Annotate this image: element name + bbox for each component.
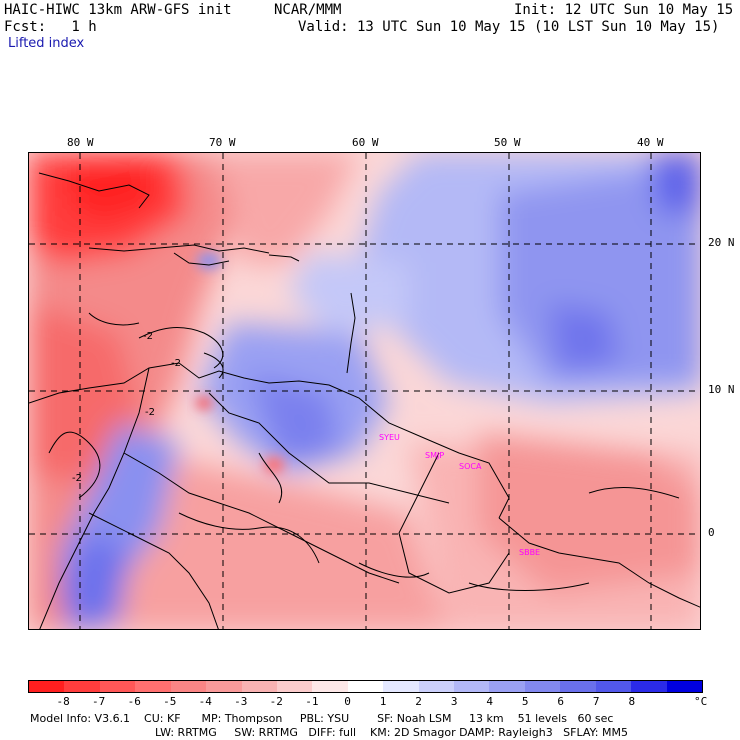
colorbar-segment bbox=[560, 681, 596, 692]
colorbar-tick-label: 5 bbox=[521, 695, 529, 708]
colorbar-segment bbox=[29, 681, 65, 692]
colorbar-tick-label: -1 bbox=[305, 695, 319, 708]
colorbar-segment bbox=[206, 681, 242, 692]
colorbar-segment bbox=[135, 681, 171, 692]
colorbar-segment bbox=[595, 681, 632, 692]
contour-label: -2 bbox=[145, 407, 155, 418]
field-name: Lifted index bbox=[8, 36, 85, 51]
colorbar-segment bbox=[99, 681, 136, 692]
contour-label: -2 bbox=[72, 473, 82, 484]
lat-label-20n: 20 N bbox=[708, 236, 735, 249]
lon-label-50w: 50 W bbox=[494, 136, 521, 149]
station-label-sbbe: SBBE bbox=[519, 548, 540, 557]
station-label-smjp: SMJP bbox=[425, 451, 444, 460]
lat-lon-grid bbox=[29, 153, 700, 629]
station-label-soca: SOCA bbox=[459, 462, 482, 471]
contour-label: -2 bbox=[143, 331, 153, 342]
colorbar-segment bbox=[170, 681, 207, 692]
colorbar-tick-label: 6 bbox=[557, 695, 565, 708]
lon-label-80w: 80 W bbox=[67, 136, 94, 149]
forecast-hour: Fcst: 1 h bbox=[4, 19, 97, 35]
colorbar-segment bbox=[631, 681, 667, 692]
valid-time: Valid: 13 UTC Sun 10 May 15 (10 LST Sun … bbox=[298, 19, 720, 35]
station-label-syeu: SYEU bbox=[379, 433, 400, 442]
colorbar-segment bbox=[454, 681, 490, 692]
contour-lines bbox=[48, 312, 680, 591]
colorbar-tick-label: 0 bbox=[344, 695, 351, 708]
colorbar-segment bbox=[383, 681, 419, 692]
colorbar-tick-label: -5 bbox=[163, 695, 177, 708]
colorbar-segment bbox=[241, 681, 277, 692]
lifted-index-map: -2 -2 -2 -2 SYEU SMJP SOCA SBBE bbox=[28, 152, 701, 630]
coastlines bbox=[29, 172, 700, 629]
colorbar-segment bbox=[347, 681, 384, 692]
colorbar-segment bbox=[312, 681, 348, 692]
colorbar-tick-label: -8 bbox=[56, 695, 70, 708]
contour-label: -2 bbox=[171, 358, 181, 369]
colorbar-segment bbox=[489, 681, 525, 692]
colorbar-tick-label: -7 bbox=[92, 695, 106, 708]
colorbar-tick-label: 2 bbox=[415, 695, 422, 708]
colorbar-segment bbox=[524, 681, 561, 692]
colorbar-tick-label: 7 bbox=[592, 695, 600, 708]
colorbar-segment bbox=[666, 681, 703, 692]
colorbar-tick-label: 3 bbox=[450, 695, 458, 708]
colorbar-tick-label: -2 bbox=[269, 695, 283, 708]
model-info-line1: Model Info: V3.6.1 CU: KF MP: Thompson P… bbox=[30, 712, 614, 725]
colorbar-segment bbox=[276, 681, 313, 692]
colorbar-tick-label: 4 bbox=[486, 695, 493, 708]
colorbar-segment bbox=[418, 681, 455, 692]
lon-label-60w: 60 W bbox=[352, 136, 379, 149]
lifted-index-field bbox=[29, 153, 700, 629]
colorbar-tick-label: 1 bbox=[379, 695, 387, 708]
colorbar-tick-label: -6 bbox=[127, 695, 141, 708]
lat-label-0: 0 bbox=[708, 526, 715, 539]
init-time: Init: 12 UTC Sun 10 May 15 bbox=[514, 2, 734, 18]
colorbar-tick-label: -3 bbox=[234, 695, 248, 708]
model-title: HAIC-HIWC 13km ARW-GFS init bbox=[4, 2, 232, 18]
lon-label-70w: 70 W bbox=[209, 136, 236, 149]
lon-label-40w: 40 W bbox=[637, 136, 664, 149]
lat-label-10n: 10 N bbox=[708, 383, 735, 396]
organization: NCAR/MMM bbox=[274, 2, 342, 18]
colorbar-tick-label: -4 bbox=[198, 695, 212, 708]
map-canvas: -2 -2 -2 -2 SYEU SMJP SOCA SBBE bbox=[29, 153, 700, 629]
colorbar-unit: °C bbox=[694, 695, 708, 708]
colorbar bbox=[28, 680, 703, 693]
station-label-group: SYEU SMJP SOCA SBBE bbox=[379, 433, 540, 557]
colorbar-segment bbox=[64, 681, 100, 692]
model-info-line2: LW: RRTMG SW: RRTMG DIFF: full KM: 2D Sm… bbox=[155, 726, 628, 739]
colorbar-tick-label: 8 bbox=[628, 695, 636, 708]
contour-label-group: -2 -2 -2 -2 bbox=[72, 331, 181, 484]
